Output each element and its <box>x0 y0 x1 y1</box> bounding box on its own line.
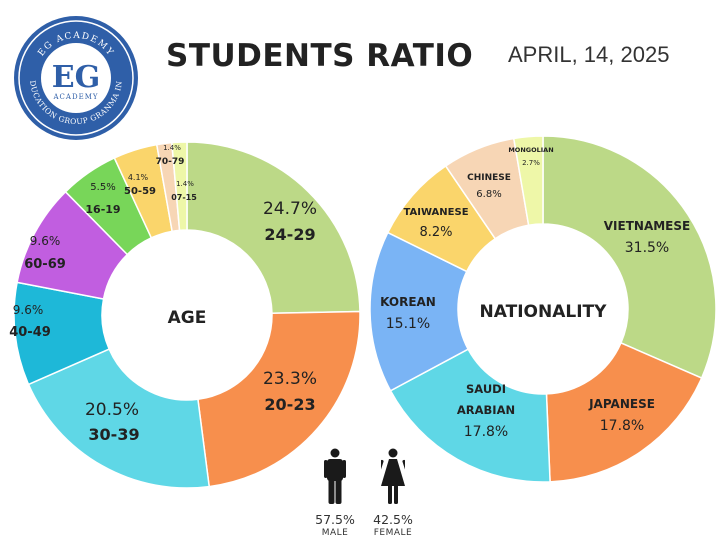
nationality-japanese-category-label: JAPANESE <box>588 397 655 411</box>
age-50-59-category-label: 50-59 <box>124 186 156 197</box>
eg-academy-logo: EG ACADEMY EDUCATION GROUP GRANMA INC EG… <box>12 14 138 140</box>
female-percent: 42.5% <box>373 512 413 527</box>
nationality-saudi-arabian-value-label: 17.8% <box>464 424 508 440</box>
nationality-vietnamese-category-label: VIETNAMESE <box>604 219 690 233</box>
nationality-donut-chart: NATIONALITY 31.5% VIETNAMESE 17.8% JAPANESE 1… <box>369 135 717 483</box>
male-stat: 57.5% MALE <box>300 448 370 538</box>
nationality-center-label: NATIONALITY <box>480 302 608 322</box>
nationality-mongolian-category-label: MONGOLIAN <box>508 146 553 154</box>
nationality-chinese-value-label: 6.8% <box>476 189 501 200</box>
age-50-59-value-label: 4.1% <box>128 173 149 182</box>
age-40-49-category-label: 40-49 <box>9 325 51 340</box>
age-24-29-value-label: 24.7% <box>263 199 317 219</box>
age-07-15-value-label: 1.4% <box>176 180 194 188</box>
nationality-korean-category-label: KOREAN <box>380 295 436 309</box>
male-label: MALE <box>321 528 349 538</box>
age-center-label: AGE <box>168 308 207 328</box>
female-label: FEMALE <box>373 528 413 538</box>
male-icon <box>324 448 346 504</box>
female-stat: 42.5% FEMALE <box>358 448 428 538</box>
nationality-taiwanese-value-label: 8.2% <box>419 225 452 240</box>
age-40-49-value-label: 9.6% <box>13 303 44 317</box>
nationality-vietnamese-value-label: 31.5% <box>625 240 669 256</box>
age-30-39-category-label: 30-39 <box>88 425 139 444</box>
nationality-chinese-category-label: CHINESE <box>467 173 511 183</box>
nationality-saudi-arabian-category-label: SAUDI <box>466 382 506 396</box>
age-30-39-value-label: 20.5% <box>85 400 139 420</box>
age-70-79-category-label: 70-79 <box>156 157 185 167</box>
age-60-69-category-label: 60-69 <box>24 257 66 272</box>
page-title: STUDENTS RATIO <box>166 38 474 74</box>
nationality-mongolian-value-label: 2.7% <box>522 159 540 167</box>
nationality-korean-value-label: 15.1% <box>386 316 430 332</box>
age-07-15-category-label: 07-15 <box>171 193 197 202</box>
female-icon <box>381 448 405 504</box>
age-70-79-value-label: 1.4% <box>163 144 181 152</box>
logo-main-text: EG <box>52 60 101 95</box>
age-24-29-category-label: 24-29 <box>264 225 315 244</box>
male-percent: 57.5% <box>315 512 355 527</box>
nationality-taiwanese-category-label: TAIWANESE <box>403 207 468 218</box>
nationality-donut-hole <box>458 224 628 394</box>
age-20-23-category-label: 20-23 <box>264 395 315 414</box>
age-16-19-category-label: 16-19 <box>85 203 120 216</box>
age-16-19-value-label: 5.5% <box>90 182 115 193</box>
nationality-saudi-arabian-category-label-line2: ARABIAN <box>457 403 515 417</box>
age-donut-hole <box>102 230 272 400</box>
age-20-23-value-label: 23.3% <box>263 369 317 389</box>
age-donut-chart: AGE 24.7% 24-29 23.3% 20-23 20.5% 30-39 9.6% 40-… <box>9 141 361 489</box>
nationality-japanese-value-label: 17.8% <box>600 418 644 434</box>
logo-inner-text: ACADEMY <box>53 93 99 101</box>
report-date: APRIL, 14, 2025 <box>508 42 670 67</box>
age-60-69-value-label: 9.6% <box>30 234 61 248</box>
